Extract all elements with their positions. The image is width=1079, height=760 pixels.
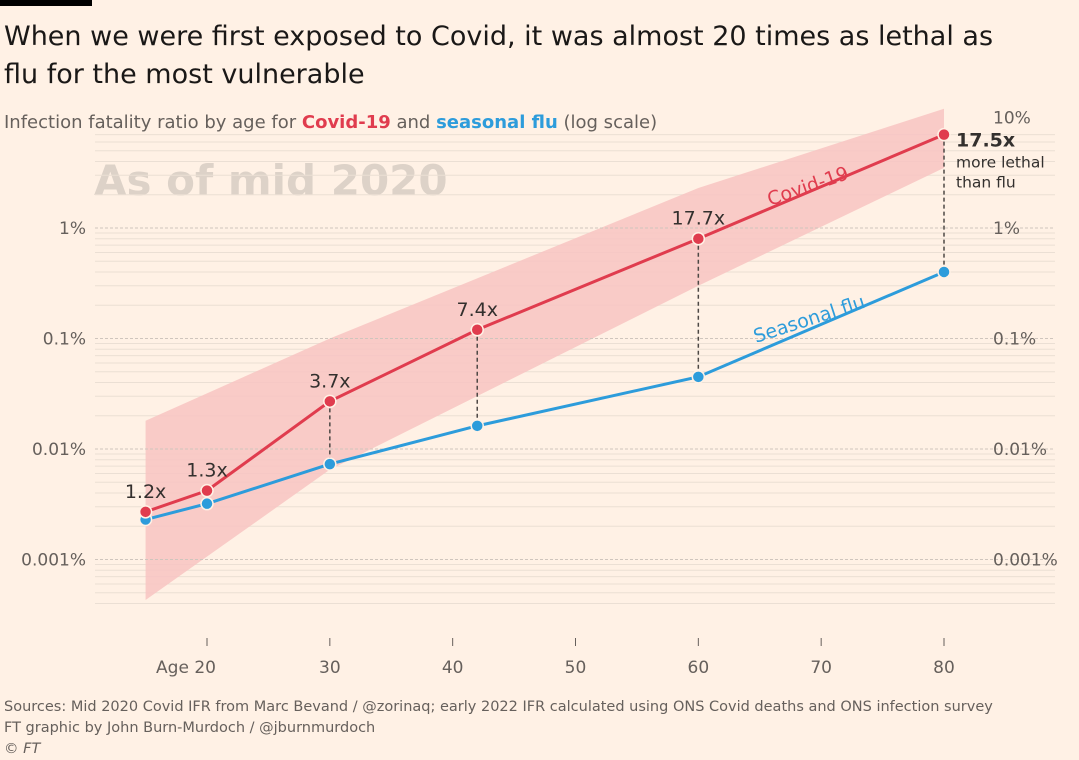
x-tick-label: 40 bbox=[442, 658, 464, 678]
x-tick-label: 50 bbox=[565, 658, 587, 678]
x-tick-label: 30 bbox=[319, 658, 341, 678]
x-tick-label: Age 20 bbox=[156, 658, 216, 678]
subtitle-prefix: Infection fatality ratio by age for bbox=[4, 112, 302, 133]
flu-point bbox=[470, 419, 484, 433]
covid-point bbox=[937, 127, 951, 142]
flu-point bbox=[323, 457, 337, 471]
ratio-label: 17.5x bbox=[956, 130, 1015, 152]
y-tick-label-left: 0.001% bbox=[21, 551, 86, 571]
watermark-label: As of mid 2020 bbox=[94, 156, 448, 205]
covid-point bbox=[470, 323, 484, 337]
y-tick-label-left: 0.1% bbox=[43, 330, 86, 350]
graphic-credit: FT graphic by John Burn-Murdoch / @jburn… bbox=[4, 720, 376, 736]
copyright: © FT bbox=[4, 741, 41, 757]
x-tick-label: 80 bbox=[933, 658, 955, 678]
brand-bar bbox=[0, 0, 92, 6]
y-tick-label-right: 1% bbox=[993, 219, 1020, 239]
covid-point bbox=[200, 483, 214, 498]
covid-point bbox=[323, 394, 337, 409]
footer: Sources: Mid 2020 Covid IFR from Marc Be… bbox=[4, 697, 993, 760]
y-tick-label-right: 0.1% bbox=[993, 330, 1036, 350]
covid-uncertainty-band bbox=[145, 108, 945, 601]
final-note-line: more lethal bbox=[956, 154, 1045, 172]
ratio-label: 17.7x bbox=[672, 208, 726, 230]
y-tick-label-left: 0.01% bbox=[32, 440, 86, 460]
flu-line bbox=[145, 270, 945, 521]
subtitle-suffix: (log scale) bbox=[557, 112, 658, 133]
flu-point bbox=[937, 265, 951, 279]
subtitle-covid-label: Covid-19 bbox=[301, 112, 391, 133]
flu-point bbox=[691, 370, 706, 384]
subtitle-flu-label: seasonal flu bbox=[436, 112, 558, 133]
x-tick-label: 70 bbox=[810, 658, 832, 678]
flu-point bbox=[200, 496, 214, 511]
covid-point bbox=[138, 505, 153, 519]
y-tick-label-right: 10% bbox=[993, 109, 1031, 129]
final-note-line: than flu bbox=[956, 174, 1016, 192]
y-tick-label-right: 0.001% bbox=[993, 551, 1058, 571]
subtitle-middle: and bbox=[390, 112, 437, 133]
chart-subtitle: Infection fatality ratio by age for Covi… bbox=[4, 112, 657, 133]
x-tick-label: 60 bbox=[688, 658, 710, 678]
ratio-label: 1.2x bbox=[125, 481, 166, 503]
covid-line bbox=[145, 133, 945, 514]
ratio-label: 1.3x bbox=[186, 460, 227, 482]
y-tick-label-left: 1% bbox=[59, 219, 86, 239]
sources-note: Sources: Mid 2020 Covid IFR from Marc Be… bbox=[4, 699, 993, 715]
y-tick-label-right: 0.01% bbox=[993, 440, 1047, 460]
flu-series-label: Seasonal flu bbox=[751, 291, 868, 348]
ratio-label: 3.7x bbox=[309, 370, 350, 392]
covid-point bbox=[691, 231, 706, 246]
chart-title: When we were first exposed to Covid, it … bbox=[4, 21, 994, 90]
ratio-label: 7.4x bbox=[456, 299, 497, 321]
